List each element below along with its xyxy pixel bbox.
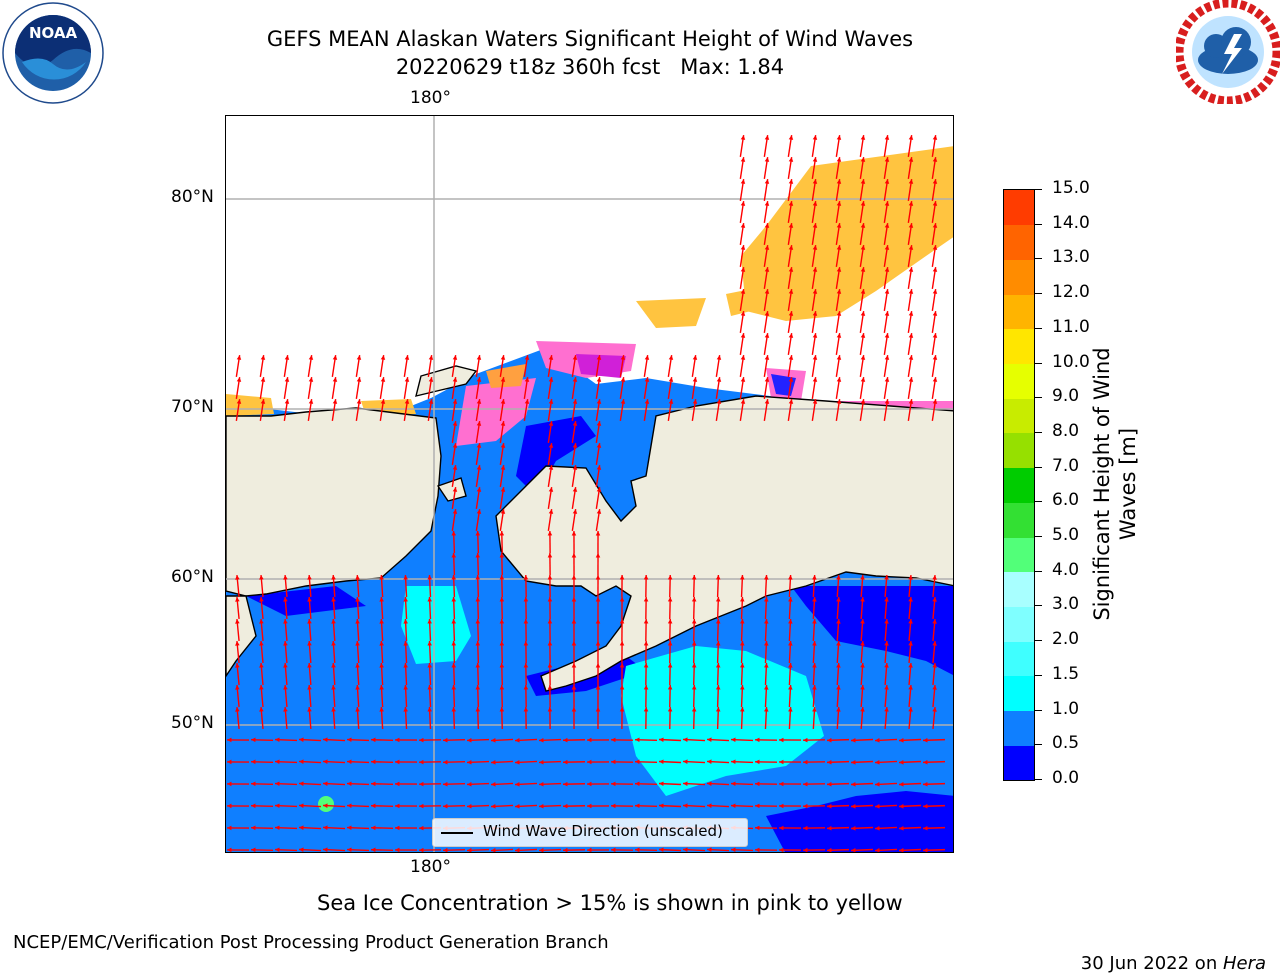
colorbar (1003, 189, 1035, 781)
colorbar-tick (1034, 571, 1042, 572)
map-svg (226, 116, 954, 853)
colorbar-segment (1004, 225, 1034, 260)
noaa-logo: NOAA (2, 2, 104, 104)
map-plot-area (225, 115, 954, 853)
colorbar-segment (1004, 537, 1034, 572)
colorbar-segment (1004, 468, 1034, 503)
sea-ice-note: Sea Ice Concentration > 15% is shown in … (317, 891, 903, 915)
colorbar-tick-label: 7.0 (1052, 456, 1079, 476)
colorbar-tick (1034, 189, 1042, 190)
colorbar-tick (1034, 467, 1042, 468)
colorbar-tick (1034, 675, 1042, 676)
colorbar-tick (1034, 328, 1042, 329)
colorbar-segment (1004, 745, 1034, 780)
colorbar-segment (1004, 329, 1034, 364)
colorbar-segment (1004, 398, 1034, 433)
legend-line-swatch (441, 832, 473, 834)
colorbar-tick (1034, 640, 1042, 641)
colorbar-tick-label: 10.0 (1052, 352, 1090, 372)
colorbar-tick-label: 4.0 (1052, 560, 1079, 580)
colorbar-label-line2: Waves [m] (1115, 284, 1141, 684)
colorbar-segment (1004, 572, 1034, 607)
chart-title-line1: GEFS MEAN Alaskan Waters Significant Hei… (0, 27, 1180, 51)
chart-title-line2: 20220629 t18z 360h fcst Max: 1.84 (0, 55, 1180, 79)
colorbar-tick (1034, 293, 1042, 294)
colorbar-tick-label: 0.0 (1052, 768, 1079, 788)
colorbar-tick (1034, 363, 1042, 364)
footer-machine: Hera (1223, 953, 1266, 974)
colorbar-tick-label: 0.5 (1052, 733, 1079, 753)
colorbar-tick-label: 2.0 (1052, 629, 1079, 649)
colorbar-tick-label: 1.0 (1052, 699, 1079, 719)
colorbar-tick-label: 8.0 (1052, 421, 1079, 441)
colorbar-tick-label: 3.0 (1052, 594, 1079, 614)
colorbar-segment (1004, 641, 1034, 676)
colorbar-tick (1034, 779, 1042, 780)
colorbar-tick (1034, 605, 1042, 606)
colorbar-tick (1034, 501, 1042, 502)
lon-label-top: 180° (410, 88, 451, 108)
nws-logo (1176, 0, 1280, 104)
colorbar-label-line1: Significant Height of Wind (1089, 284, 1115, 684)
colorbar-tick-label: 1.5 (1052, 664, 1079, 684)
colorbar-label: Significant Height of Wind Waves [m] (1089, 284, 1141, 684)
colorbar-tick-label: 5.0 (1052, 525, 1079, 545)
colorbar-segment (1004, 711, 1034, 746)
footer-date: 30 Jun 2022 on (1081, 953, 1223, 974)
colorbar-tick-label: 9.0 (1052, 386, 1079, 406)
colorbar-tick (1034, 258, 1042, 259)
colorbar-tick-label: 15.0 (1052, 178, 1090, 198)
colorbar-segment (1004, 259, 1034, 294)
footer-right: 30 Jun 2022 on Hera (1069, 932, 1266, 974)
colorbar-tick-label: 11.0 (1052, 317, 1090, 337)
colorbar-tick (1034, 710, 1042, 711)
colorbar-tick-label: 6.0 (1052, 490, 1079, 510)
lat-label-50: 50°N (171, 713, 214, 733)
colorbar-segment (1004, 606, 1034, 641)
colorbar-segment (1004, 433, 1034, 468)
lon-label-bottom: 180° (410, 857, 451, 877)
colorbar-tick (1034, 744, 1042, 745)
colorbar-tick-label: 13.0 (1052, 247, 1090, 267)
colorbar-tick (1034, 397, 1042, 398)
colorbar-segment (1004, 502, 1034, 537)
colorbar-tick (1034, 432, 1042, 433)
legend-text: Wind Wave Direction (unscaled) (483, 822, 723, 840)
colorbar-segment (1004, 364, 1034, 399)
footer-left: NCEP/EMC/Verification Post Processing Pr… (13, 932, 609, 953)
colorbar-segment (1004, 676, 1034, 711)
lat-label-80: 80°N (171, 187, 214, 207)
colorbar-tick (1034, 224, 1042, 225)
lat-label-60: 60°N (171, 567, 214, 587)
colorbar-segment (1004, 294, 1034, 329)
colorbar-tick (1034, 536, 1042, 537)
lat-label-70: 70°N (171, 397, 214, 417)
colorbar-tick-label: 14.0 (1052, 213, 1090, 233)
colorbar-segment (1004, 190, 1034, 225)
colorbar-tick-label: 12.0 (1052, 282, 1090, 302)
map-legend: Wind Wave Direction (unscaled) (432, 818, 748, 847)
